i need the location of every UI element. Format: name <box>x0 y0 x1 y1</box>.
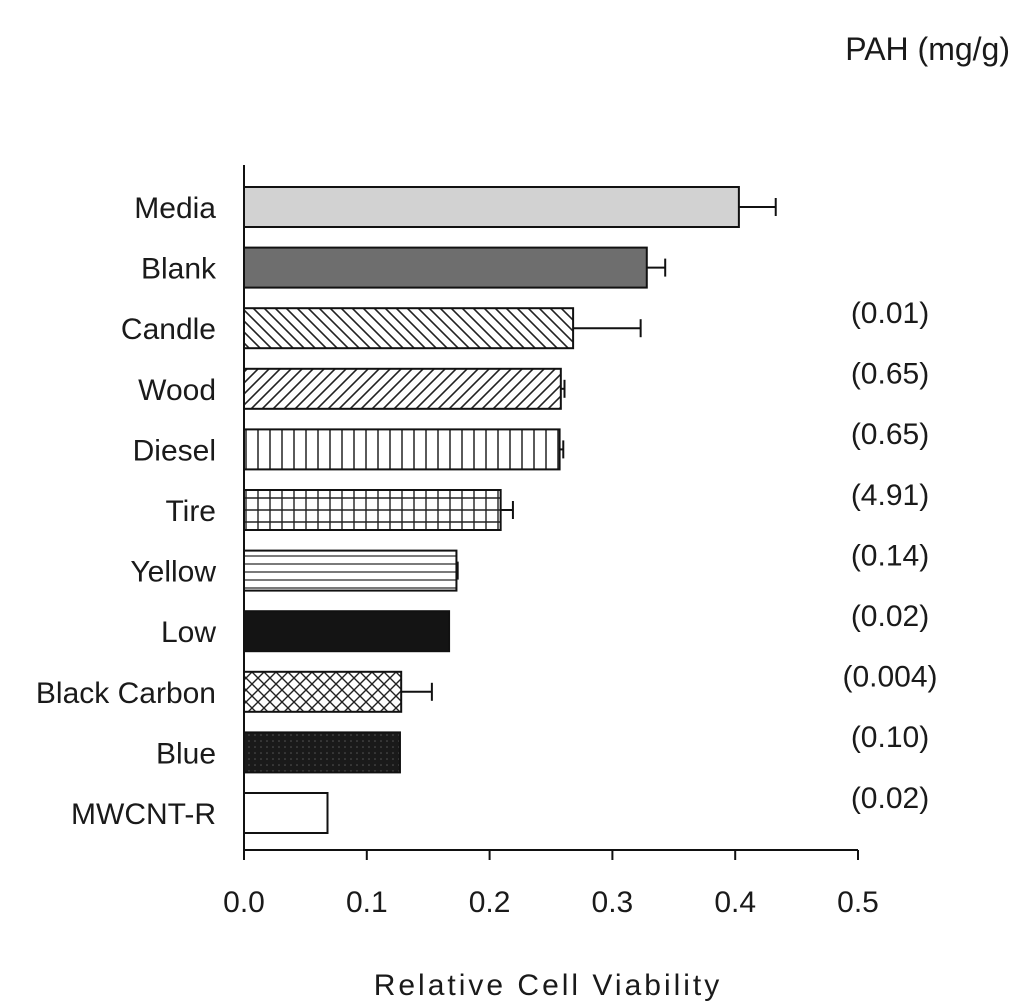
pah-value: (0.10) <box>851 721 929 754</box>
category-label-blue: Blue <box>156 737 216 770</box>
pah-value: (0.01) <box>851 297 929 330</box>
pah-value: (0.02) <box>851 600 929 633</box>
category-label-black-carbon: Black Carbon <box>36 677 216 710</box>
category-label-tire: Tire <box>165 495 216 528</box>
category-label-wood: Wood <box>138 374 216 407</box>
pah-value: (0.65) <box>851 358 929 391</box>
category-label-yellow: Yellow <box>130 556 216 589</box>
category-label-candle: Candle <box>121 313 216 346</box>
pah-header: PAH (mg/g) <box>845 31 1010 67</box>
pah-value: (0.65) <box>851 418 929 451</box>
bar-diesel <box>243 428 561 471</box>
x-ticks: 0.0 0.1 0.2 0.3 0.4 0.5 <box>223 850 879 919</box>
bar-blank <box>243 246 648 289</box>
bar-candle <box>243 307 575 350</box>
x-tick-label: 0.0 <box>223 886 265 919</box>
bar-wood <box>243 367 562 410</box>
category-label-media: Media <box>134 192 216 225</box>
pah-value: (4.91) <box>851 479 929 512</box>
x-axis-title: Relative Cell Viability <box>374 969 723 1002</box>
bar-black-carbon <box>243 670 403 713</box>
category-label-low: Low <box>161 616 216 649</box>
x-tick-label: 0.3 <box>592 886 634 919</box>
pah-value: (0.02) <box>851 782 929 815</box>
x-tick-label: 0.2 <box>469 886 511 919</box>
pah-value: (0.004) <box>842 661 937 694</box>
bar-yellow <box>243 549 458 592</box>
x-tick-label: 0.1 <box>346 886 388 919</box>
category-labels: Media Blank Candle Wood Diesel Tire Yellow Low B… <box>36 192 217 831</box>
bar-mwcnt-r <box>243 792 329 834</box>
bar-media <box>243 186 740 228</box>
category-label-mwcnt-r: MWCNT-R <box>71 798 216 831</box>
pah-value: (0.14) <box>851 539 929 572</box>
category-label-blank: Blank <box>141 253 217 286</box>
bar-low <box>243 610 451 653</box>
x-tick-label: 0.4 <box>714 886 756 919</box>
bars-layer <box>243 186 777 834</box>
bar-blue <box>243 731 401 774</box>
bar-tire <box>243 489 502 531</box>
pah-values: (0.01) (0.65) (0.65) (4.91) (0.14) (0.02) (0.0… <box>842 297 937 815</box>
category-label-diesel: Diesel <box>133 434 216 467</box>
x-tick-label: 0.5 <box>837 886 879 919</box>
